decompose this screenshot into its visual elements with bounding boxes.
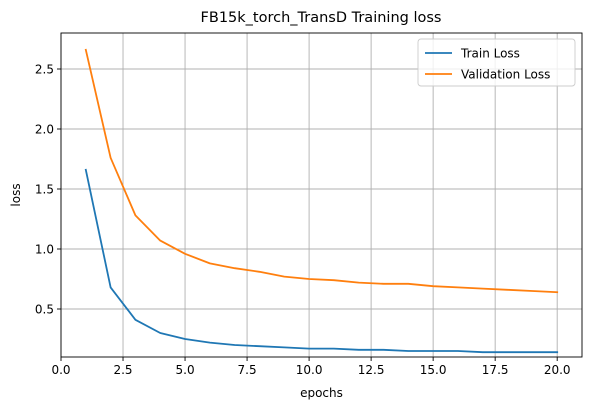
y-tick-label: 2.0 <box>35 122 54 136</box>
x-tick-label: 5.0 <box>176 363 195 377</box>
x-tick-label: 12.5 <box>358 363 385 377</box>
y-tick-label: 1.0 <box>35 242 54 256</box>
y-tick-label: 0.5 <box>35 302 54 316</box>
series-lines <box>84 48 559 354</box>
legend-label-1: Validation Loss <box>461 67 550 81</box>
y-tick-label: 1.5 <box>35 182 54 196</box>
y-tick-label: 2.5 <box>35 62 54 76</box>
axis-ticks: 0.0 2.5 5.0 7.5 10.0 12.5 15.0 17.5 20.0 0.5 1.0 1.… <box>35 62 571 377</box>
chart-title: FB15k_torch_TransD Training loss <box>201 10 442 26</box>
legend-box <box>417 38 576 87</box>
legend-label-0: Train Loss <box>460 46 520 60</box>
x-tick-label: 20.0 <box>544 363 571 377</box>
x-tick-label: 7.5 <box>238 363 257 377</box>
x-tick-label: 15.0 <box>420 363 447 377</box>
legend: Train Loss Validation Loss <box>417 38 576 87</box>
x-tick-label: 17.5 <box>482 363 509 377</box>
series-line-1 <box>84 48 559 294</box>
x-tick-label: 10.0 <box>296 363 323 377</box>
x-tick-label: 0.0 <box>51 363 70 377</box>
series-line-0 <box>84 168 559 354</box>
plot-frame <box>60 32 583 358</box>
x-tick-label: 2.5 <box>113 363 132 377</box>
y-axis-label: loss <box>9 183 23 206</box>
x-axis-label: epochs <box>300 386 343 400</box>
